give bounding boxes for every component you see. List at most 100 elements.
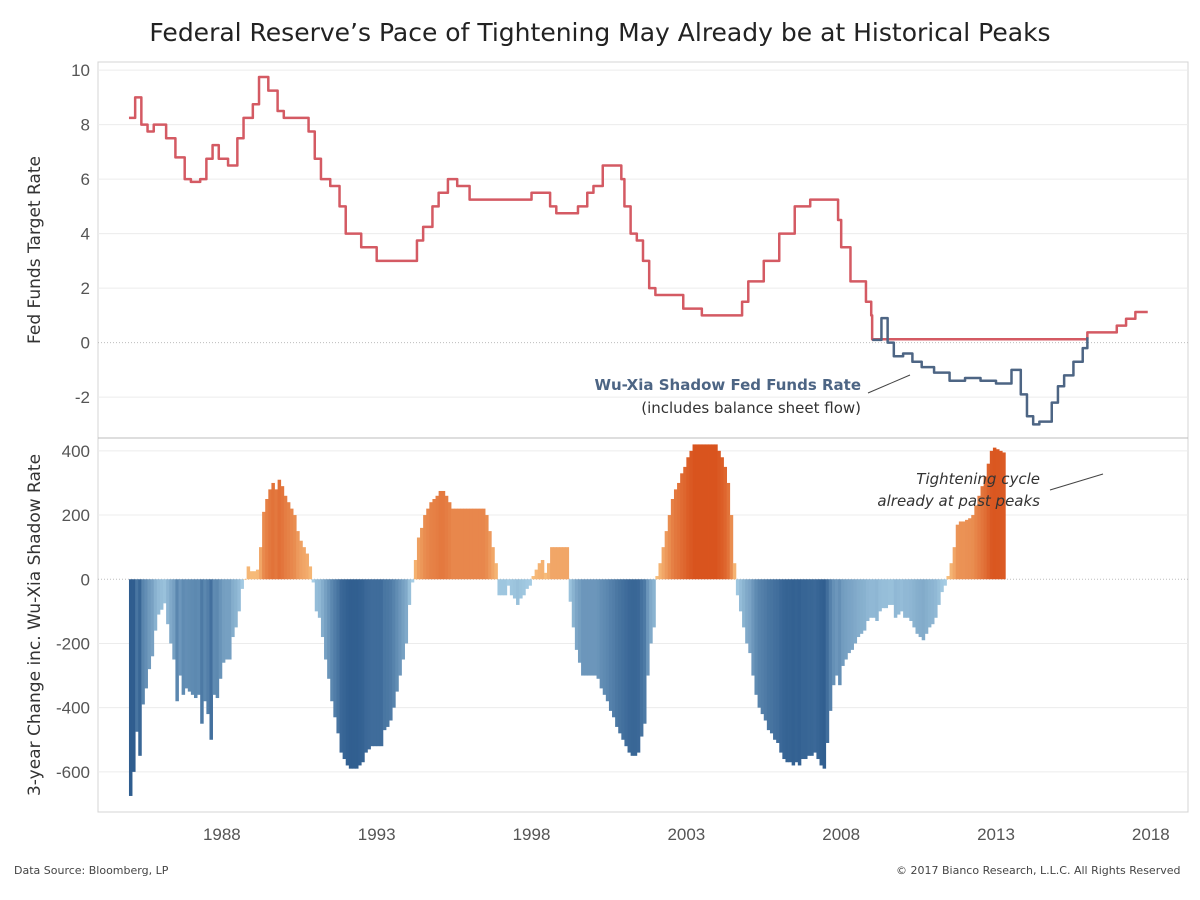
bar: [413, 559, 418, 580]
bar: [299, 540, 303, 580]
bar: [144, 579, 148, 689]
bar: [729, 515, 734, 580]
bar: [389, 579, 393, 721]
bar: [172, 579, 176, 660]
bar: [345, 579, 350, 766]
bar: [946, 576, 950, 580]
bar: [265, 498, 269, 580]
bar: [361, 579, 365, 763]
bar: [314, 579, 319, 612]
bar: [865, 579, 870, 621]
bar: [776, 579, 780, 743]
bar: [667, 515, 672, 580]
bar: [633, 579, 638, 756]
bar: [336, 579, 340, 734]
line-series: [128, 75, 1148, 426]
bar: [376, 579, 381, 747]
bar: [673, 489, 678, 580]
bar: [240, 579, 244, 589]
bar: [977, 495, 981, 580]
bar: [785, 579, 789, 763]
bar: [494, 563, 498, 580]
bar: [451, 508, 455, 580]
bar: [760, 579, 765, 715]
bar: [958, 521, 963, 580]
top-y-axis-label: Fed Funds Target Rate: [25, 156, 45, 344]
bar: [779, 579, 783, 753]
bar: [819, 579, 824, 766]
bar: [887, 579, 892, 605]
bar: [655, 576, 659, 580]
x-tick-label: 2003: [667, 825, 705, 844]
bar: [593, 579, 597, 676]
bar: [528, 579, 532, 586]
bar: [311, 579, 316, 583]
bar: [581, 579, 585, 676]
bar: [909, 579, 913, 621]
bar: [859, 579, 864, 634]
bar: [574, 579, 579, 650]
bar: [766, 579, 771, 731]
bar: [587, 579, 591, 676]
bar: [320, 579, 325, 638]
bar: [472, 508, 477, 580]
bar: [986, 463, 991, 580]
bar: [525, 579, 529, 589]
bar: [884, 579, 889, 609]
bar: [788, 579, 793, 763]
bar: [711, 444, 715, 580]
top-y-tick-label: 2: [81, 279, 90, 298]
bar: [382, 579, 387, 731]
bar: [457, 508, 461, 580]
bar: [930, 579, 935, 625]
bar: [327, 579, 331, 679]
bar: [652, 579, 656, 628]
bar: [677, 482, 681, 580]
bar: [447, 502, 452, 580]
bar: [153, 579, 158, 631]
bar: [407, 579, 412, 605]
bar: [200, 579, 204, 724]
bar: [726, 482, 731, 580]
tightening-annotation-pointer: [1049, 473, 1104, 491]
bar: [791, 579, 796, 766]
bar: [166, 579, 170, 625]
bar: [485, 515, 489, 580]
bar: [955, 524, 960, 580]
bottom-y-tick-label: 400: [62, 442, 90, 461]
bar: [175, 579, 179, 702]
bar: [212, 579, 217, 695]
bar: [348, 579, 353, 769]
bar: [831, 579, 836, 686]
bar: [745, 579, 749, 644]
bar: [243, 579, 248, 580]
bar: [683, 466, 687, 580]
bar: [918, 579, 923, 638]
bar: [268, 489, 272, 580]
bar: [763, 579, 768, 721]
bar: [550, 547, 554, 580]
bar: [280, 486, 285, 580]
bar: [921, 579, 926, 641]
bar: [293, 515, 297, 580]
bar: [825, 579, 830, 743]
bar: [596, 579, 601, 679]
bar: [816, 579, 820, 760]
bar: [853, 579, 858, 644]
bar: [782, 579, 786, 760]
bar: [912, 579, 916, 628]
bar: [506, 579, 511, 586]
bar: [624, 579, 628, 747]
bar: [249, 571, 254, 580]
bar: [324, 579, 328, 660]
bar: [599, 579, 604, 689]
top-y-tick-label: 4: [81, 225, 90, 244]
bar: [547, 563, 551, 580]
bar: [401, 579, 405, 660]
bottom-y-axis-label: 3-year Change inc. Wu-Xia Shadow Rate: [25, 454, 45, 796]
bar: [822, 579, 827, 769]
bar: [497, 579, 501, 596]
bar: [797, 579, 802, 766]
bar: [466, 508, 470, 580]
bar: [949, 563, 954, 580]
